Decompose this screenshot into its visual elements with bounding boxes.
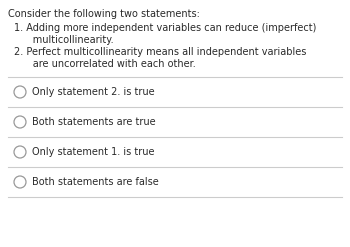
Text: are uncorrelated with each other.: are uncorrelated with each other. (14, 59, 196, 69)
Text: Only statement 2. is true: Only statement 2. is true (32, 87, 155, 97)
Text: Consider the following two statements:: Consider the following two statements: (8, 9, 200, 19)
Text: multicollinearity.: multicollinearity. (14, 35, 114, 45)
Text: 1. Adding more independent variables can reduce (imperfect): 1. Adding more independent variables can… (14, 23, 316, 33)
Text: 2. Perfect multicollinearity means all independent variables: 2. Perfect multicollinearity means all i… (14, 47, 306, 57)
Text: Both statements are true: Both statements are true (32, 117, 156, 127)
Text: Only statement 1. is true: Only statement 1. is true (32, 147, 154, 157)
Text: Both statements are false: Both statements are false (32, 177, 159, 187)
